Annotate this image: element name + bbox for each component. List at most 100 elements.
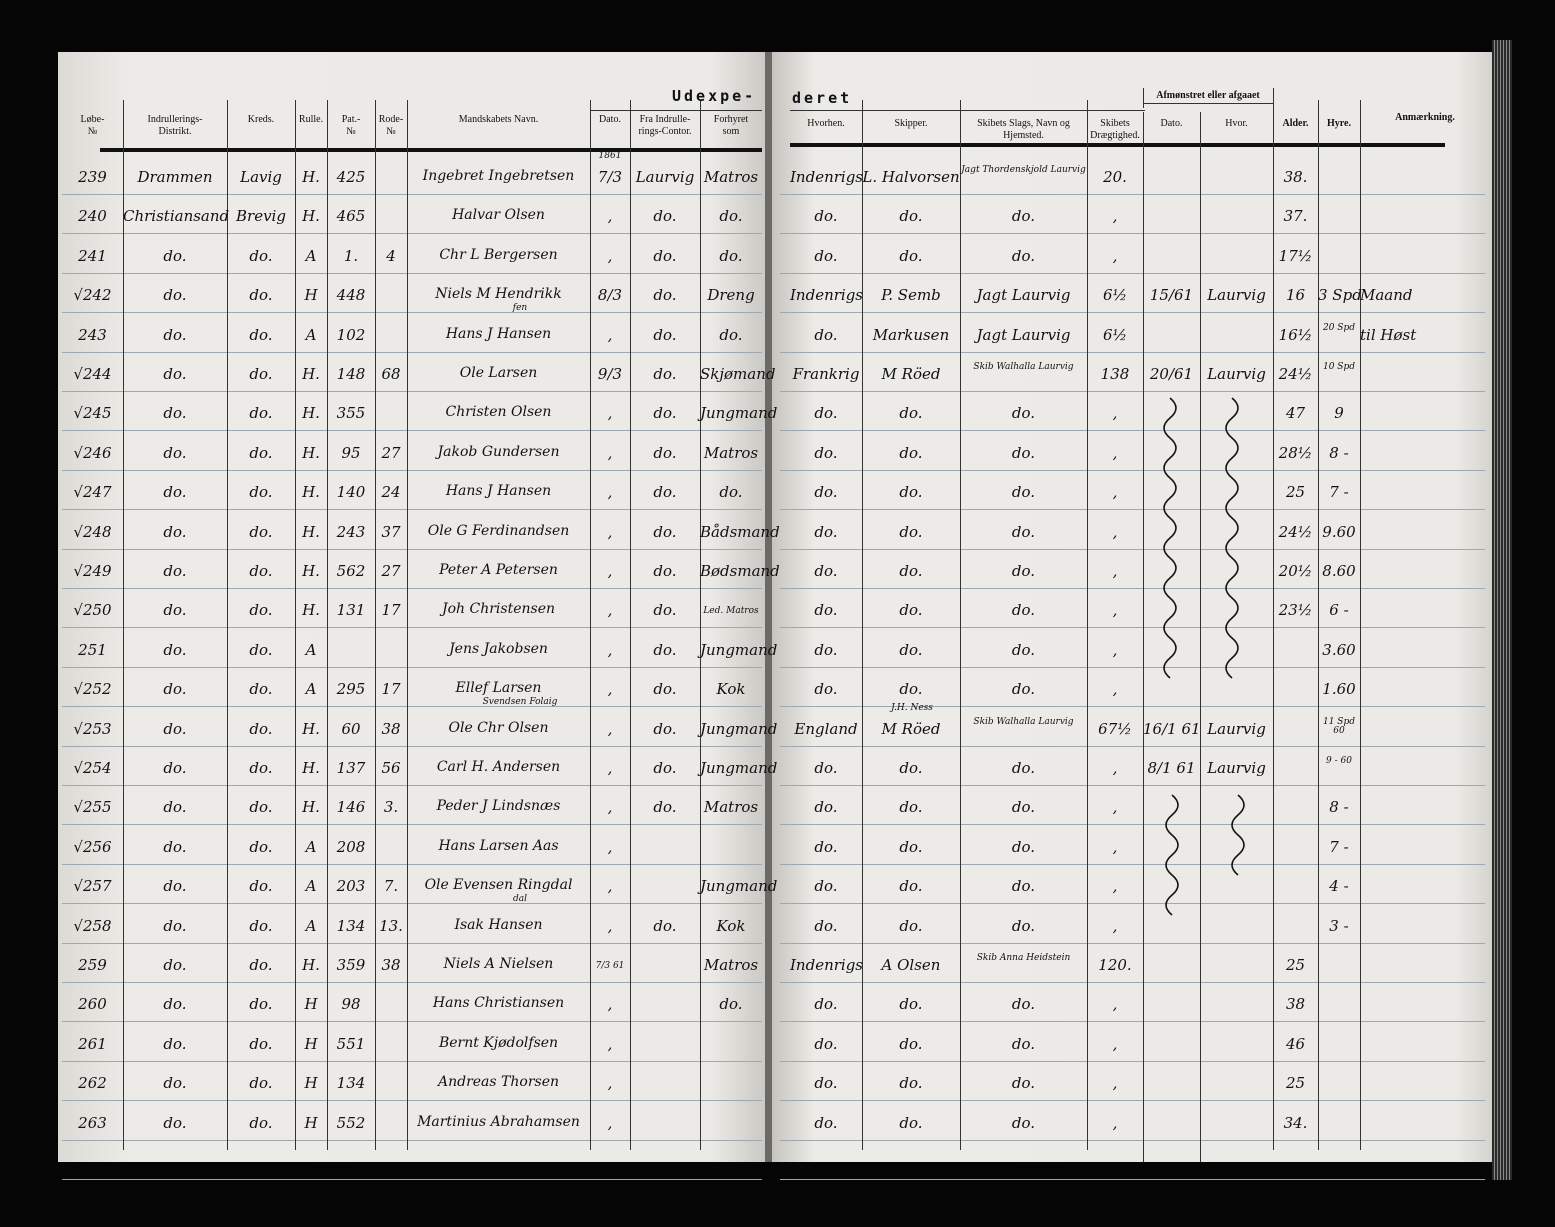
cell-age: 23½ xyxy=(1278,601,1313,620)
ruled-line xyxy=(780,194,1485,195)
cell-kreds: do. xyxy=(249,680,273,699)
cell-destination: do. xyxy=(814,837,838,856)
cell-destination: do. xyxy=(814,759,838,777)
cell-rulle: H. xyxy=(302,404,320,423)
cell-rode-number: 17 xyxy=(381,680,401,699)
cell-pat-number: 140 xyxy=(336,483,366,502)
cell-ship: do. xyxy=(1011,1113,1036,1132)
column-header: Hvor. xyxy=(1225,118,1248,129)
cell-date: , xyxy=(607,640,613,659)
cell-skipper: do. xyxy=(899,837,923,856)
column-header: Anmærkning. xyxy=(1395,112,1455,123)
ruled-line xyxy=(62,1100,762,1102)
column-header: Dato. xyxy=(1160,118,1183,129)
cell-district: Christiansand xyxy=(123,207,230,226)
ruled-line xyxy=(62,627,762,629)
cell-tonnage: 6½ xyxy=(1102,286,1128,305)
cell-pat-number: 208 xyxy=(336,837,366,856)
cell-destination: do. xyxy=(814,443,838,462)
column-header: Hyre. xyxy=(1327,118,1351,129)
cell-tonnage: , xyxy=(1112,798,1118,817)
cell-tonnage: , xyxy=(1112,1074,1118,1093)
cell-wage: 8 - xyxy=(1329,798,1349,817)
cell-skipper: do. xyxy=(899,562,923,580)
cell-skipper: do. xyxy=(899,995,923,1014)
cell-wage: 6 - xyxy=(1329,601,1349,620)
cell-name: Halvar Olsen xyxy=(452,207,545,224)
cell-tonnage: , xyxy=(1112,995,1118,1014)
cell-pat-number: 243 xyxy=(336,522,366,541)
cell-pat-number: 148 xyxy=(336,365,366,383)
cell-entry-number: 251 xyxy=(78,640,107,659)
column-divider xyxy=(407,100,408,1150)
ruled-line xyxy=(780,272,1485,274)
cell-pat-number: 465 xyxy=(336,207,366,226)
cell-rulle: A xyxy=(305,325,317,344)
cell-name: Hans J Hansen xyxy=(445,325,552,342)
cell-district: do. xyxy=(163,759,187,777)
cell-entry-number: √244 xyxy=(73,365,112,383)
cell-rode-number: 7. xyxy=(383,877,399,896)
cell-name: Ole Larsen xyxy=(459,365,538,381)
cell-age: 38. xyxy=(1283,168,1308,186)
ruled-line xyxy=(62,1139,762,1141)
cell-rulle: A xyxy=(305,916,317,935)
cell-age: 28½ xyxy=(1278,443,1313,462)
row-note: J.H. Ness xyxy=(891,702,933,713)
cell-hired-as: Led. Matros xyxy=(703,606,759,617)
cell-entry-number: 239 xyxy=(78,168,107,186)
column-divider xyxy=(1273,88,1274,108)
cell-from-office: do. xyxy=(653,562,677,580)
cell-kreds: do. xyxy=(249,798,273,817)
cell-destination: do. xyxy=(814,1034,838,1053)
ruled-line xyxy=(780,1021,1485,1023)
cell-kreds: do. xyxy=(249,365,273,383)
cell-kreds: do. xyxy=(249,995,273,1014)
cell-ship: Jagt Thordenskjold Laurvig xyxy=(961,165,1086,175)
cell-district: do. xyxy=(163,1034,187,1053)
cell-wage: 3.60 xyxy=(1322,640,1356,659)
column-header: Hvorhen. xyxy=(807,118,845,129)
cell-tonnage: , xyxy=(1112,207,1118,226)
ruled-line xyxy=(780,312,1485,314)
ruled-line xyxy=(62,391,762,392)
cell-pat-number: 203 xyxy=(336,877,366,896)
cell-date: , xyxy=(607,877,613,896)
cell-rulle: H. xyxy=(302,798,320,817)
cell-skipper: do. xyxy=(899,443,923,462)
cell-discharge-date: 16/1 61 xyxy=(1143,719,1201,738)
cell-ship: do. xyxy=(1011,246,1036,265)
cell-pat-number: 425 xyxy=(336,168,366,186)
ruled-line xyxy=(780,863,1485,865)
cell-rode-number: 3. xyxy=(383,798,399,817)
ruled-line xyxy=(780,1100,1485,1102)
ruled-line xyxy=(62,824,762,826)
cell-rulle: H. xyxy=(302,759,320,777)
cell-skipper: do. xyxy=(899,601,923,620)
ruled-line xyxy=(780,469,1485,471)
ruled-line xyxy=(780,351,1485,353)
cell-discharge-place: Laurvig xyxy=(1207,719,1266,738)
cell-district: do. xyxy=(163,443,187,462)
cell-from-office: do. xyxy=(653,404,677,423)
cell-age: 20½ xyxy=(1278,562,1313,580)
cell-entry-number: √255 xyxy=(73,798,112,817)
ruled-line xyxy=(780,903,1485,905)
cell-date: 7/3 61 xyxy=(595,961,625,971)
cell-discharge-place: Laurvig xyxy=(1207,286,1266,305)
cell-district: do. xyxy=(163,1113,187,1132)
cell-date: , xyxy=(607,207,613,226)
ruled-line xyxy=(780,627,1485,629)
cell-entry-number: √257 xyxy=(73,877,112,896)
cell-from-office: do. xyxy=(653,601,677,620)
cell-from-office: do. xyxy=(653,207,677,226)
cell-destination: do. xyxy=(814,246,838,265)
header-group-label: Afmønstret eller afgaaet xyxy=(1156,90,1260,101)
cell-ship: Skib Walhalla Laurvig xyxy=(973,362,1074,372)
cell-from-office: do. xyxy=(653,719,677,738)
ruled-line xyxy=(62,509,762,511)
cell-name: Hans J Hansen xyxy=(445,483,552,500)
cell-age: 16½ xyxy=(1278,325,1313,344)
cell-pat-number: 134 xyxy=(336,1074,366,1093)
cell-kreds: do. xyxy=(249,483,273,502)
